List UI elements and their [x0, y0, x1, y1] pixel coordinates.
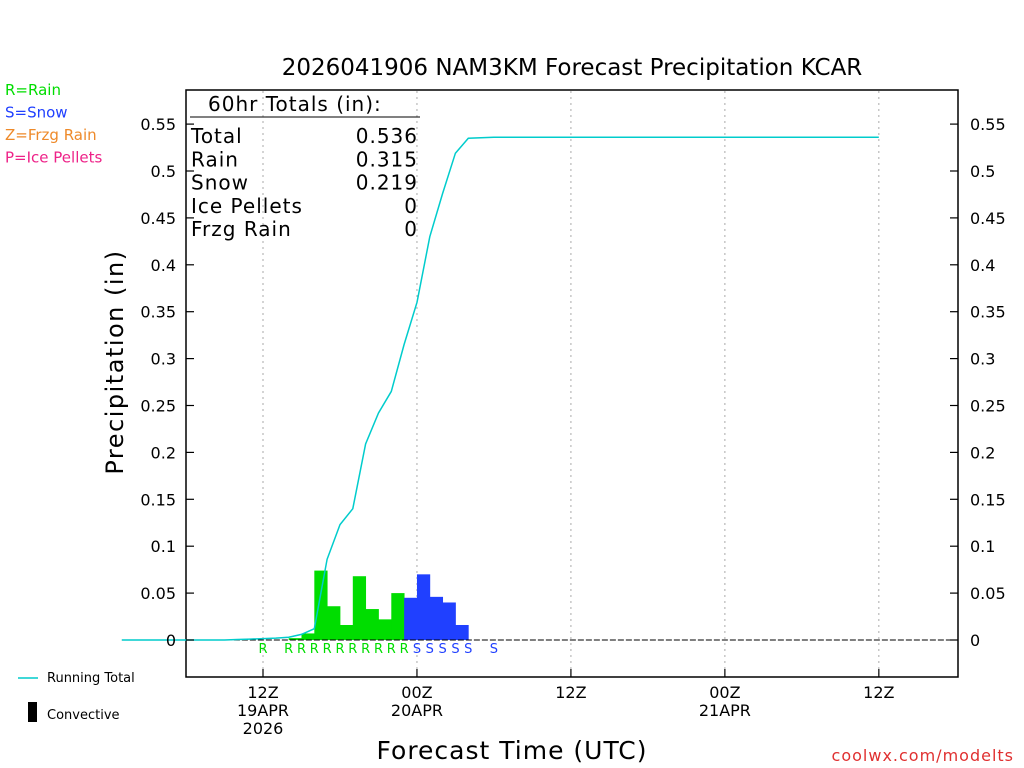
- totals-row-value: 0.536: [356, 124, 418, 148]
- type-mark: R: [310, 642, 319, 657]
- y-tick-label-right: 0.05: [970, 584, 1006, 603]
- x-tick-label: 00Z: [709, 683, 740, 702]
- type-legend-p: P=Ice Pellets: [5, 149, 102, 167]
- y-tick-label-left: 0.05: [140, 584, 176, 603]
- precip-bar: [442, 602, 456, 640]
- precip-bar: [416, 574, 431, 640]
- totals-box: 60hr Totals (in): Total 0.536 Rain 0.315 Sno…: [190, 92, 420, 241]
- chart-title: 2026041906 NAM3KM Forecast Precipitation…: [282, 55, 863, 81]
- type-mark: S: [490, 642, 498, 657]
- type-legend-z: Z=Frzg Rain: [5, 126, 97, 144]
- totals-row-value: 0.219: [356, 171, 418, 195]
- type-mark: S: [426, 642, 434, 657]
- x-tick-label: 19APR: [237, 701, 289, 720]
- precip-bars: [288, 570, 469, 640]
- y-tick-label-right: 0.2: [970, 443, 995, 462]
- precip-bar: [301, 633, 315, 640]
- precip-bar: [352, 576, 367, 640]
- y-tick-label-left: 0.35: [140, 303, 176, 322]
- x-axis-label: Forecast Time (UTC): [377, 736, 648, 765]
- totals-row-label: Rain: [191, 147, 239, 171]
- precip-type-legend: R=Rain S=Snow Z=Frzg Rain P=Ice Pellets: [5, 81, 102, 167]
- y-tick-label-right: 0.3: [970, 350, 995, 369]
- x-tick-label: 12Z: [863, 683, 894, 702]
- type-mark: R: [335, 642, 344, 657]
- type-mark: R: [258, 642, 267, 657]
- y-axis-label: Precipitation (in): [101, 249, 129, 474]
- type-mark: S: [413, 642, 421, 657]
- type-mark: S: [464, 642, 472, 657]
- totals-row-label: Ice Pellets: [191, 194, 303, 218]
- totals-row-value: 0: [404, 217, 418, 241]
- type-mark: R: [348, 642, 357, 657]
- y-tick-label-left: 0: [166, 631, 176, 650]
- precip-bar: [365, 609, 379, 640]
- totals-row-value: 0.315: [356, 147, 418, 171]
- y-tick-label-left: 0.2: [151, 443, 176, 462]
- y-tick-label-left: 0.1: [151, 537, 176, 556]
- type-mark: R: [297, 642, 306, 657]
- type-mark: R: [400, 642, 409, 657]
- convective-legend-swatch: [28, 702, 37, 722]
- convective-legend-label: Convective: [47, 708, 120, 723]
- type-legend-s: S=Snow: [5, 104, 68, 122]
- x-tick-label: 00Z: [401, 683, 432, 702]
- precip-bar: [327, 606, 341, 640]
- x-tick-label: 2026: [243, 719, 284, 738]
- x-tick-label: 21APR: [699, 701, 751, 720]
- type-mark: R: [323, 642, 332, 657]
- totals-row-label: Snow: [191, 171, 249, 195]
- totals-heading: 60hr Totals (in):: [208, 92, 382, 116]
- type-legend-r: R=Rain: [5, 81, 61, 99]
- y-tick-label-left: 0.55: [140, 115, 176, 134]
- y-tick-label-right: 0.35: [970, 303, 1006, 322]
- type-mark: R: [361, 642, 370, 657]
- y-tick-label-right: 0.25: [970, 397, 1006, 416]
- type-mark: R: [374, 642, 383, 657]
- precip-bar: [314, 570, 328, 640]
- running-total-legend-label: Running Total: [47, 671, 135, 686]
- type-mark: R: [387, 642, 396, 657]
- y-tick-label-right: 0.5: [970, 162, 995, 181]
- precip-bar: [455, 624, 469, 640]
- y-tick-label-right: 0: [970, 631, 980, 650]
- plot-frame: [185, 89, 959, 678]
- y-tick-label-left: 0.3: [151, 350, 176, 369]
- y-tick-label-left: 0.45: [140, 209, 176, 228]
- precip-bar: [404, 597, 418, 640]
- y-tick-label-right: 0.55: [970, 115, 1006, 134]
- type-mark: R: [284, 642, 293, 657]
- precip-bar: [339, 624, 354, 640]
- type-mark: S: [438, 642, 446, 657]
- credit-text: coolwx.com/modelts: [832, 746, 1014, 765]
- totals-row-value: 0: [404, 194, 418, 218]
- y-tick-label-left: 0.4: [151, 256, 176, 275]
- precip-bar: [288, 638, 302, 640]
- type-mark: S: [451, 642, 459, 657]
- totals-row-label: Total: [190, 124, 243, 148]
- y-tick-label-right: 0.45: [970, 209, 1006, 228]
- x-tick-label: 12Z: [555, 683, 586, 702]
- precip-bar: [391, 593, 405, 640]
- y-tick-label-right: 0.4: [970, 256, 995, 275]
- precip-bar: [429, 596, 444, 640]
- y-tick-label-left: 0.25: [140, 397, 176, 416]
- x-tick-label: 12Z: [247, 683, 278, 702]
- x-tick-label: 20APR: [391, 701, 443, 720]
- y-tick-label-right: 0.1: [970, 537, 995, 556]
- y-tick-label-left: 0.5: [151, 162, 176, 181]
- y-tick-label-left: 0.15: [140, 490, 176, 509]
- line-legend: Running Total Convective: [18, 671, 135, 723]
- y-axis-ticks: 0 00.05 0.050.1 0.10.15 0.150.2 0.20.25 0.250.…: [140, 115, 1005, 650]
- totals-row-label: Frzg Rain: [191, 217, 292, 241]
- y-tick-label-right: 0.15: [970, 490, 1006, 509]
- precip-bar: [378, 619, 392, 640]
